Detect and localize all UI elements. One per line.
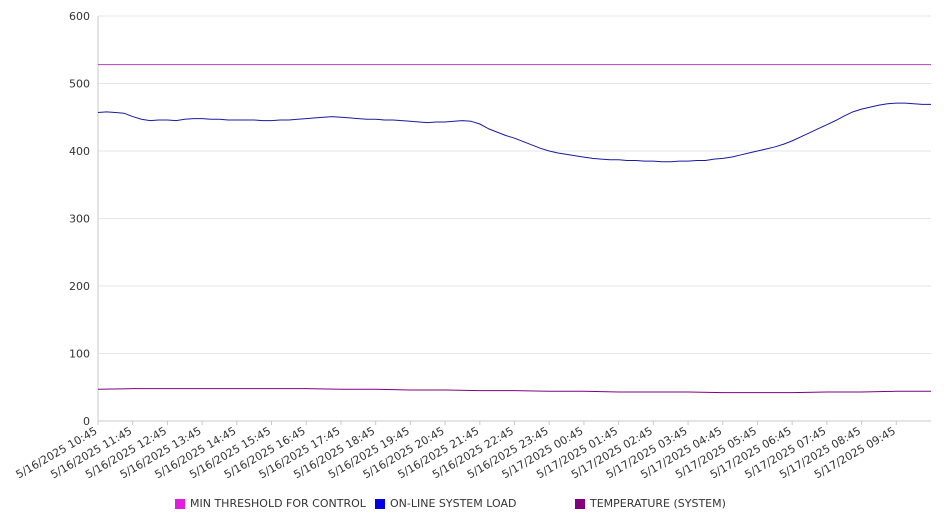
legend-item-min-threshold[interactable]: MIN THRESHOLD FOR CONTROL [175, 497, 366, 510]
series-line-system-load [97, 102, 931, 163]
y-tick-label: 200 [69, 280, 90, 293]
legend-swatch-temperature [575, 498, 585, 509]
legend-swatch-system-load [375, 498, 385, 509]
series-layer [97, 64, 931, 394]
y-tick-label: 100 [69, 348, 90, 361]
y-tick-label: 0 [83, 415, 90, 428]
legend-label-min-threshold: MIN THRESHOLD FOR CONTROL [190, 497, 366, 510]
legend-label-temperature: TEMPERATURE (SYSTEM) [590, 497, 726, 510]
y-tick-label: 300 [69, 213, 90, 226]
legend: MIN THRESHOLD FOR CONTROL ON-LINE SYSTEM… [0, 497, 946, 515]
legend-item-system-load[interactable]: ON-LINE SYSTEM LOAD [375, 497, 516, 510]
y-tick-label: 500 [69, 78, 90, 91]
grid-layer [98, 15, 931, 354]
series-line-temperature [97, 388, 931, 394]
y-tick-label: 400 [69, 145, 90, 158]
legend-item-temperature[interactable]: TEMPERATURE (SYSTEM) [575, 497, 726, 510]
legend-swatch-min-threshold [175, 498, 185, 509]
legend-label-system-load: ON-LINE SYSTEM LOAD [390, 497, 517, 510]
y-tick-label: 600 [69, 10, 90, 23]
